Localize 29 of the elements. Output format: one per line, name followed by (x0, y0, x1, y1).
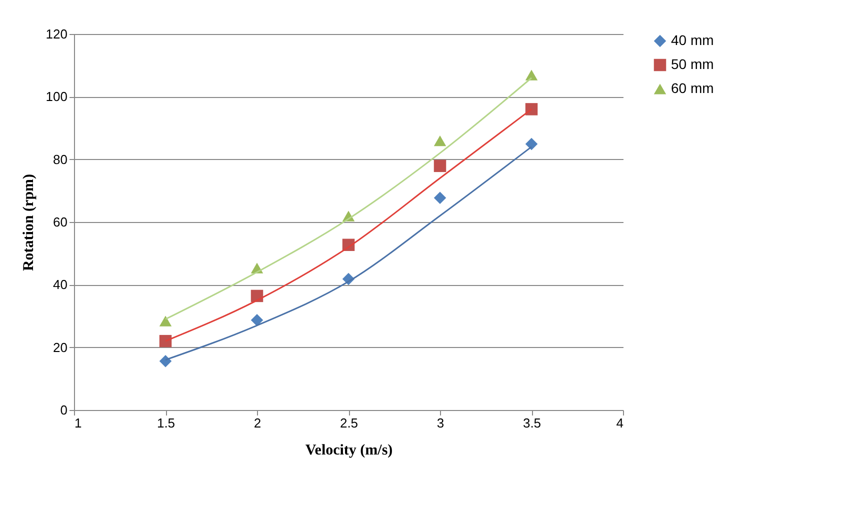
point (159, 334, 172, 348)
point (159, 354, 172, 368)
y-tick-label: 80 (53, 152, 68, 167)
point (159, 316, 172, 326)
y-tick-label: 20 (53, 340, 68, 355)
point (250, 314, 264, 326)
point (525, 138, 538, 150)
x-axis-title: Velocity (m/s) (305, 442, 393, 458)
point (525, 103, 538, 116)
legend-label: 50 mm (671, 56, 714, 72)
x-tick-label: 1.5 (156, 416, 176, 430)
x-tick-label: 3 (436, 416, 444, 430)
y-tick-label: 0 (60, 402, 68, 418)
point (434, 160, 446, 172)
point (525, 70, 538, 80)
x-tick-label: 3.5 (522, 416, 542, 430)
x-tick-label: 4 (616, 416, 624, 430)
legend-label: 40 mm (671, 32, 714, 48)
x-tick-label: 2.5 (340, 416, 358, 430)
point (434, 136, 446, 146)
y-tick-label: 100 (46, 89, 68, 104)
point (434, 192, 446, 204)
y-tick-label: 60 (53, 214, 68, 230)
legend-label: 60 mm (671, 80, 714, 96)
y-tick-label: 120 (46, 26, 68, 42)
x-tick-label: 2 (254, 416, 262, 430)
y-tick-label: 40 (53, 277, 68, 292)
x-tick-label: 1 (74, 416, 82, 430)
y-axis-title: Rotation (rpm) (20, 174, 37, 272)
